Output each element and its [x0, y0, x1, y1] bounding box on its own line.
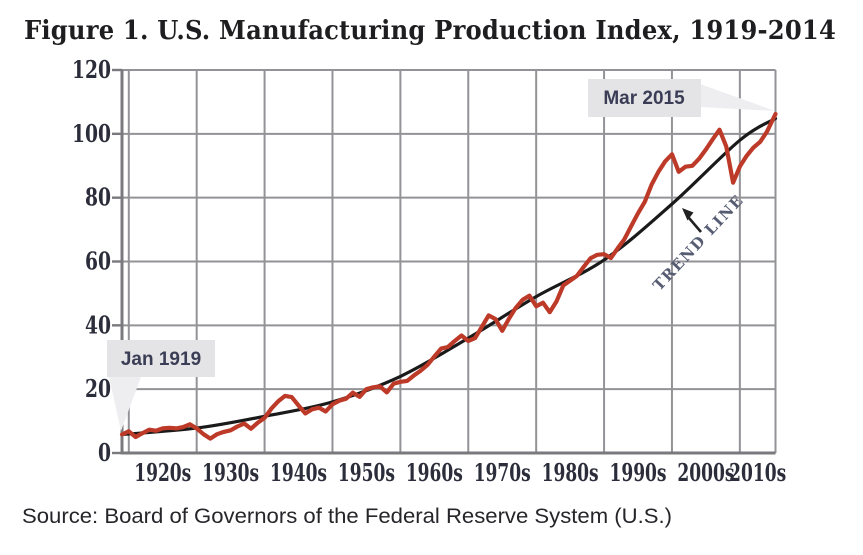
y-tick-label: 100	[72, 119, 111, 148]
x-tick-label: 1960s	[406, 458, 463, 487]
tick-layer: 0 20 40 60 80 100 120 1920s 1930s 1940s 1950s 1960s…	[72, 55, 786, 487]
x-tick-label: 1920s	[134, 458, 191, 487]
x-tick-label: 2010s	[729, 458, 786, 487]
x-tick-label: 1970s	[474, 458, 531, 487]
x-tick-label: 1980s	[542, 458, 599, 487]
source-note: Source: Board of Governors of the Federa…	[22, 505, 672, 528]
y-tick-label: 80	[85, 183, 111, 212]
x-tick-label: 1930s	[202, 458, 259, 487]
y-tick-label: 40	[85, 310, 111, 339]
callout-jan-1919-box	[107, 340, 215, 377]
x-tick-label: 2000s	[677, 458, 734, 487]
trend-line-arrow-icon	[682, 208, 694, 221]
x-tick-label: 1940s	[270, 458, 327, 487]
y-tick-label: 0	[98, 438, 111, 467]
y-tick-label: 60	[85, 247, 111, 276]
x-tick-label: 1990s	[610, 458, 667, 487]
y-tick-label: 20	[85, 374, 111, 403]
y-tick-label: 120	[72, 55, 111, 84]
figure-title: Figure 1. U.S. Manufacturing Production …	[24, 16, 836, 46]
callout-jan-1919-label: Jan 1919	[121, 349, 201, 370]
grid-layer	[122, 69, 777, 453]
trend-line-annotation: TREND LINE	[649, 191, 747, 294]
trend-line-label: TREND LINE	[649, 191, 747, 294]
callout-mar-2015-pointer	[700, 84, 775, 111]
callout-jan-1919-pointer	[109, 377, 141, 431]
callout-mar-2015-label: Mar 2015	[603, 88, 685, 109]
callout-jan-1919: Jan 1919	[107, 340, 215, 431]
production-series-line	[119, 111, 778, 441]
trend-line	[120, 116, 778, 437]
x-tick-label: 1950s	[338, 458, 395, 487]
callout-mar-2015-box	[588, 79, 701, 117]
callout-mar-2015: Mar 2015	[588, 79, 775, 117]
trend-line-arrow-shaft	[688, 217, 702, 233]
